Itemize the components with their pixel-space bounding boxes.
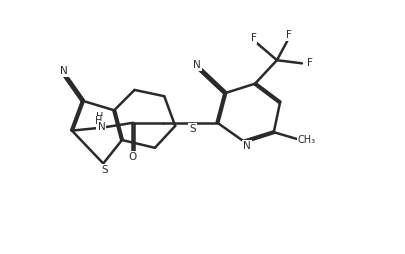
Text: S: S <box>189 124 195 134</box>
Text: F: F <box>286 30 292 40</box>
Text: N: N <box>193 60 200 70</box>
Text: N: N <box>243 141 250 151</box>
Text: CH₃: CH₃ <box>297 135 315 145</box>
Text: H: H <box>95 116 102 126</box>
Text: N: N <box>98 122 105 132</box>
Text: S: S <box>101 165 108 175</box>
Text: O: O <box>128 152 137 162</box>
Text: N: N <box>60 66 68 76</box>
Text: F: F <box>306 58 312 68</box>
Text: F: F <box>250 33 256 43</box>
Text: H
N: H N <box>96 112 104 134</box>
